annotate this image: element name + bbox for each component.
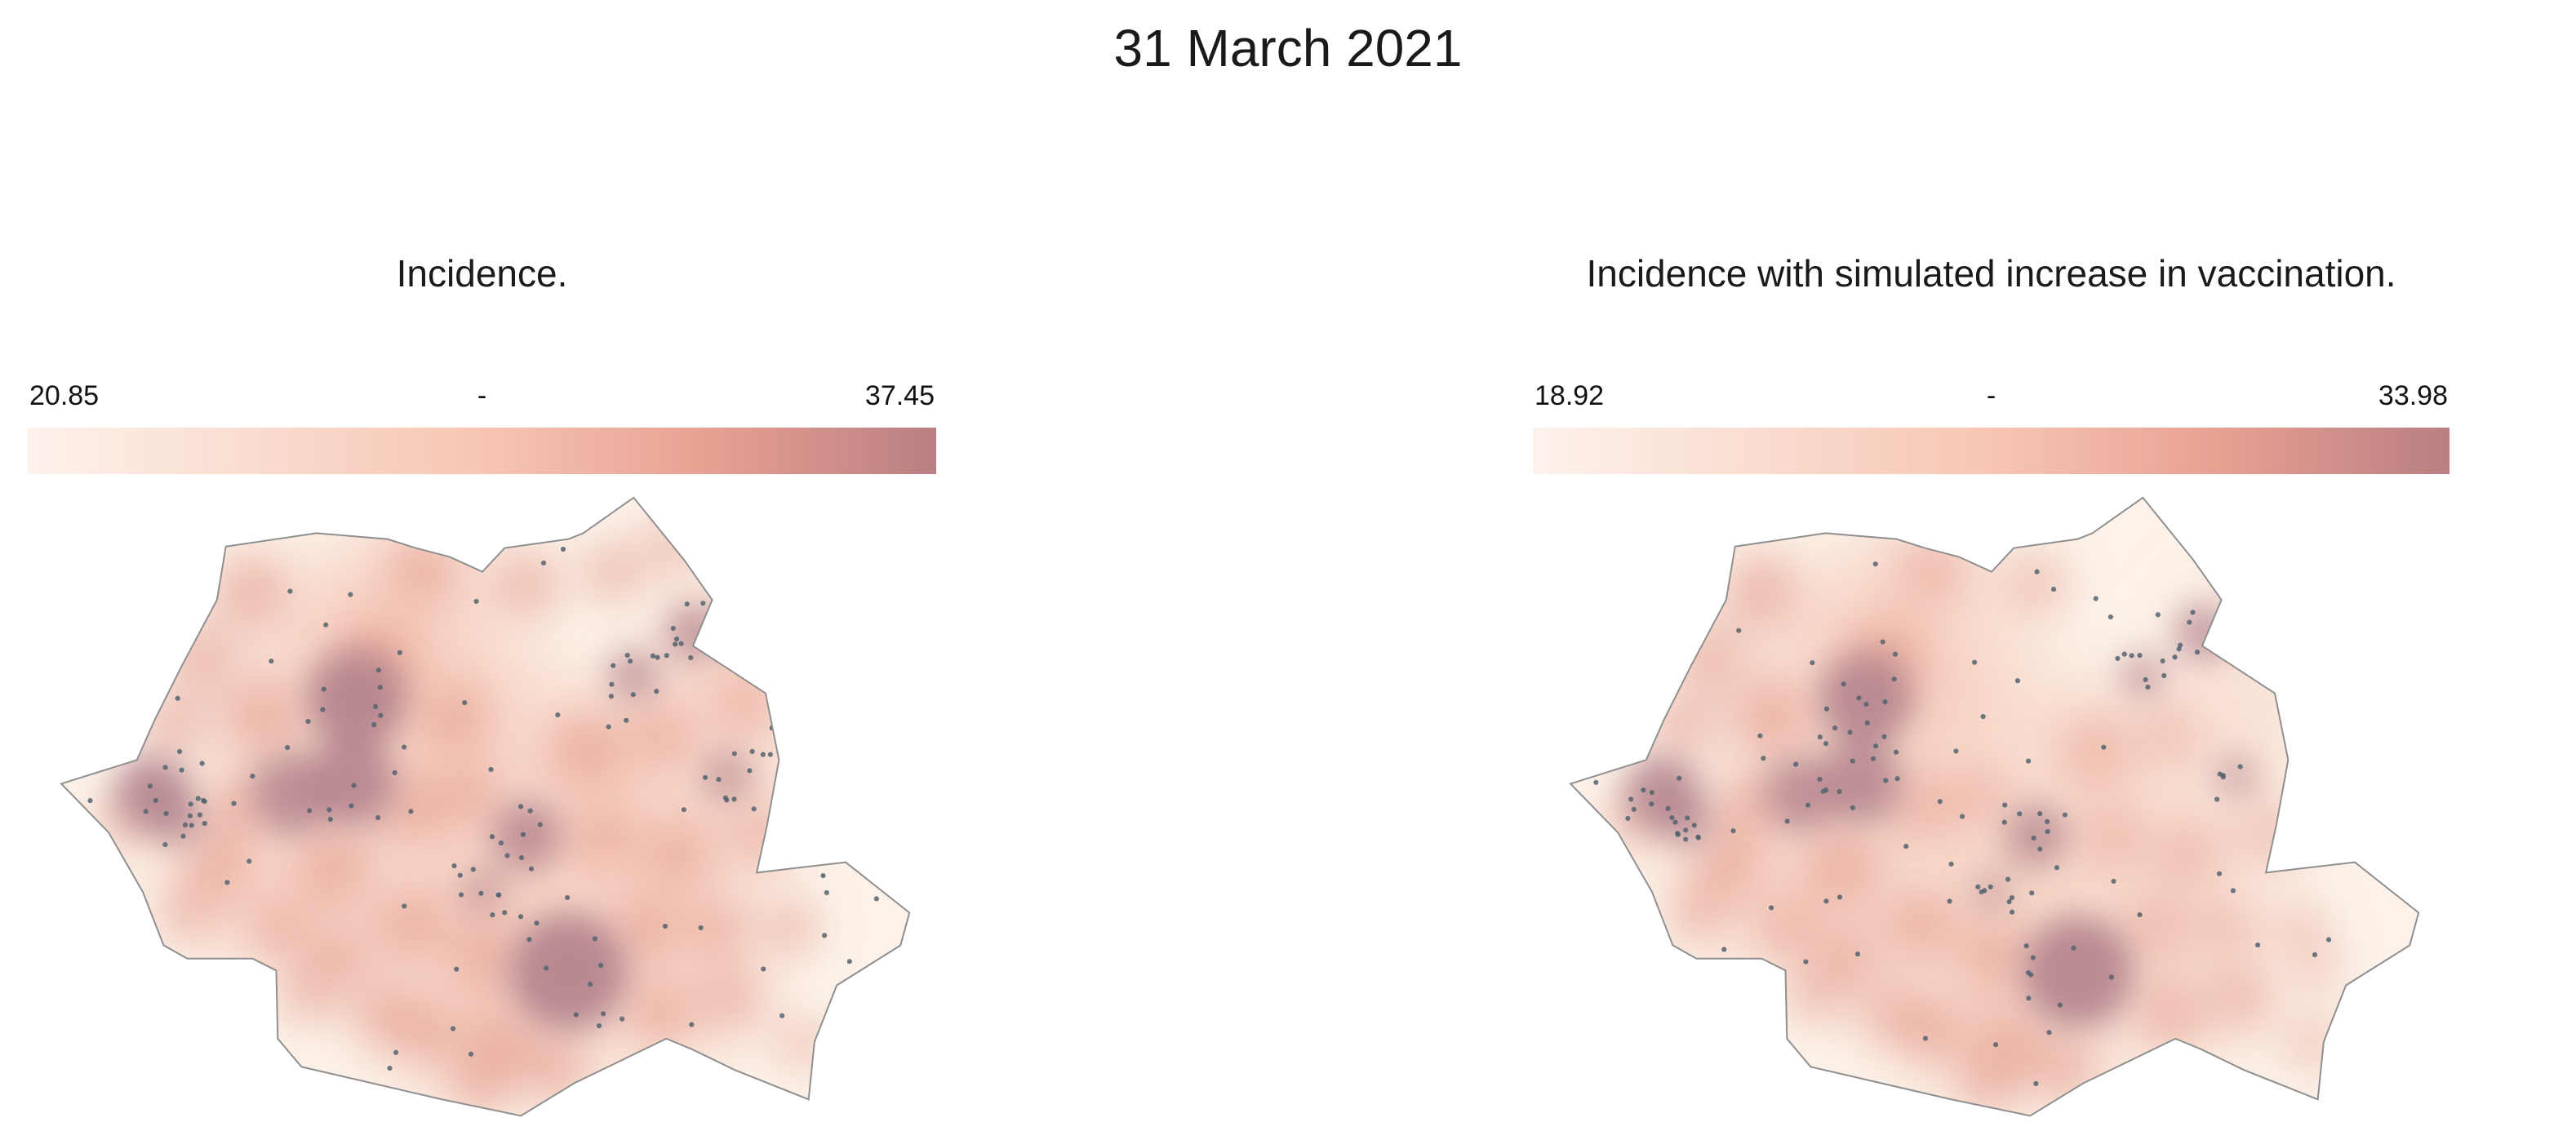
colorbar-min-label: 18.92: [1534, 380, 1605, 411]
colorbar-max-label: 37.45: [864, 380, 935, 411]
romania-incidence-simulated-heatmap: [1547, 480, 2436, 1131]
page-title: 31 March 2021: [1113, 19, 1463, 78]
density-layer: [1570, 497, 2418, 1116]
colorbar-labels: 18.92 - 33.98: [1533, 380, 2449, 418]
location-dots: [87, 546, 879, 1071]
colorbar-min-label: 20.85: [29, 380, 100, 411]
colorbar-separator: -: [477, 380, 487, 411]
panel-incidence-simulated-title: Incidence with simulated increase in vac…: [1586, 252, 2396, 295]
panel-incidence: Incidence. 20.85 - 37.45: [28, 0, 936, 1131]
colorbar-separator: -: [1986, 380, 1996, 411]
colorbar-labels: 20.85 - 37.45: [28, 380, 936, 418]
colorbar-gradient: [28, 428, 936, 474]
colorbar-max-label: 33.98: [2378, 380, 2448, 411]
romania-outline: [1568, 496, 2419, 1117]
romania-incidence-heatmap: [38, 480, 927, 1131]
panel-incidence-title: Incidence.: [396, 252, 568, 295]
location-dots: [1592, 561, 2331, 1087]
colorbar-gradient: [1533, 428, 2449, 474]
density-layer: [60, 497, 909, 1116]
romania-map-svg: [59, 496, 910, 1117]
romania-outline: [59, 496, 910, 1117]
romania-map-svg: [1568, 496, 2419, 1117]
panel-incidence-simulated: Incidence with simulated increase in vac…: [1533, 0, 2449, 1131]
